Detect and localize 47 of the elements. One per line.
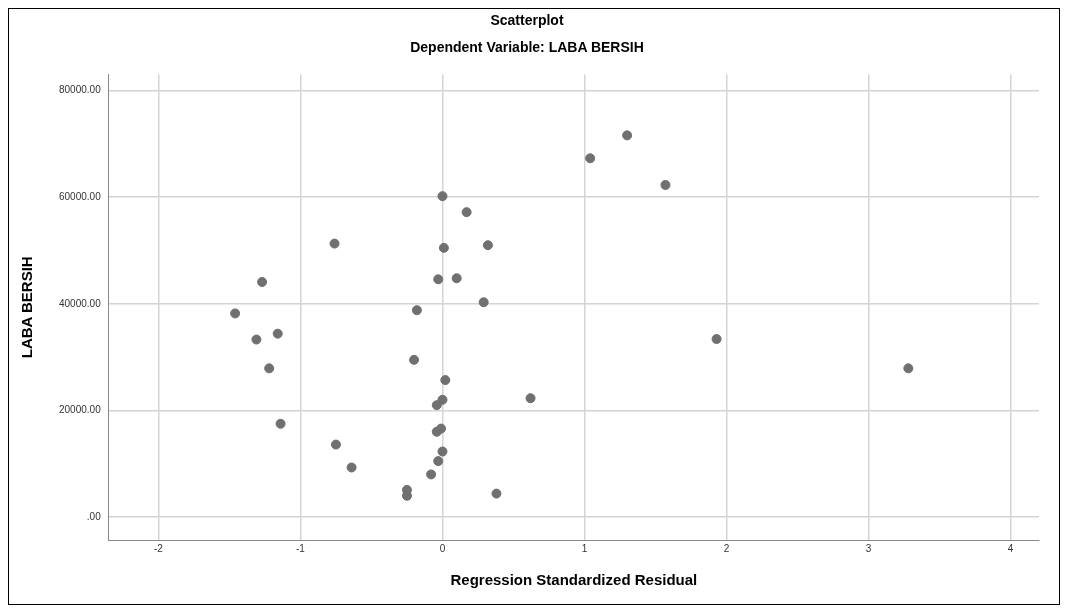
x-tick-label: 4 — [1007, 542, 1014, 554]
point — [257, 276, 268, 287]
chart-subtitle: Dependent Variable: LABA BERSIH — [410, 39, 644, 56]
point — [411, 305, 422, 316]
y-axis-title: LABA BERSIH — [18, 256, 36, 359]
x-axis-title: Regression Standardized Residual — [450, 571, 698, 589]
point — [437, 446, 448, 457]
point — [461, 207, 472, 218]
point — [251, 334, 262, 345]
point — [433, 456, 444, 467]
point — [482, 240, 493, 251]
point — [433, 274, 444, 285]
y-tick-label: 60000.00 — [58, 190, 102, 202]
x-tick-label: 2 — [723, 542, 730, 554]
point — [622, 130, 633, 141]
point — [409, 354, 420, 365]
point — [491, 488, 502, 499]
point — [478, 297, 489, 308]
x-tick-label: 1 — [581, 542, 588, 554]
point — [264, 363, 275, 374]
point — [711, 334, 722, 345]
point — [426, 469, 437, 480]
x-tick-label: -2 — [153, 542, 164, 554]
point — [903, 363, 914, 374]
point — [431, 426, 442, 437]
point — [437, 191, 448, 202]
point — [272, 328, 283, 339]
point — [440, 375, 451, 386]
point — [660, 179, 671, 190]
y-tick-label: .00 — [86, 510, 102, 522]
point — [330, 439, 341, 450]
point — [585, 153, 596, 164]
point — [346, 462, 357, 473]
chart-title: Scatterplot — [490, 12, 564, 29]
point — [230, 308, 241, 319]
y-tick-label: 40000.00 — [58, 297, 102, 309]
point — [329, 238, 340, 249]
point — [275, 418, 286, 429]
x-tick-label: -1 — [296, 542, 306, 554]
y-tick-label: 20000.00 — [58, 404, 102, 416]
point — [431, 400, 442, 411]
point — [438, 242, 449, 253]
x-tick-label: 3 — [865, 542, 872, 554]
y-tick-label: 80000.00 — [58, 84, 102, 96]
point — [451, 273, 462, 284]
x-tick-label: 0 — [439, 542, 446, 554]
point — [525, 393, 536, 404]
